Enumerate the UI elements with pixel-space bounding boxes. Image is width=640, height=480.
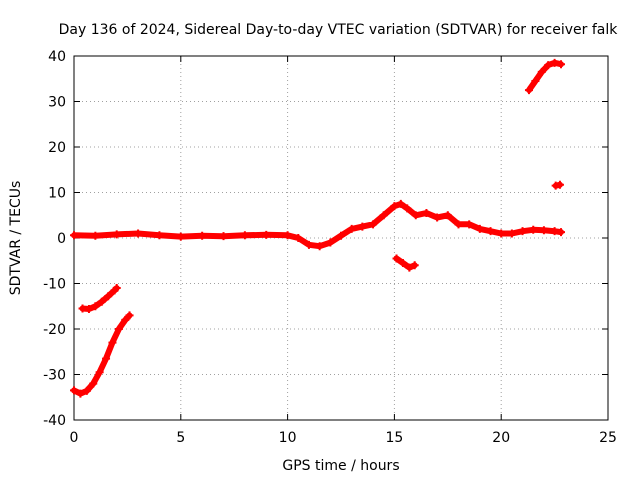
data-point bbox=[112, 230, 121, 239]
grid bbox=[74, 56, 608, 420]
data-point bbox=[262, 230, 271, 239]
y-tick-label: 10 bbox=[48, 186, 66, 202]
data-point bbox=[392, 254, 401, 263]
series-line bbox=[71, 312, 133, 397]
data-point bbox=[82, 386, 91, 395]
data-point bbox=[454, 220, 463, 229]
data-point bbox=[84, 304, 93, 313]
series-line bbox=[526, 59, 564, 94]
data-point bbox=[405, 263, 414, 272]
x-tick-label: 5 bbox=[176, 430, 185, 446]
data-point bbox=[422, 208, 431, 217]
data-point bbox=[433, 213, 442, 222]
chart-title: Day 136 of 2024, Sidereal Day-to-day VTE… bbox=[59, 22, 619, 38]
data-point bbox=[396, 199, 405, 208]
data-point bbox=[379, 211, 388, 220]
x-tick-label: 0 bbox=[70, 430, 79, 446]
data-point bbox=[398, 259, 407, 268]
data-point bbox=[497, 229, 506, 238]
y-tick-label: 40 bbox=[48, 49, 66, 65]
data-point bbox=[531, 77, 540, 86]
series-arc-3 bbox=[70, 199, 566, 251]
data-point bbox=[529, 225, 538, 234]
data-point bbox=[550, 58, 559, 67]
data-point bbox=[557, 228, 566, 237]
series-line bbox=[71, 200, 564, 250]
x-axis-title: GPS time / hours bbox=[282, 458, 399, 474]
data-point bbox=[518, 227, 527, 236]
y-tick-label: -40 bbox=[43, 413, 66, 429]
y-tick-label: 30 bbox=[48, 95, 66, 111]
data-point bbox=[411, 211, 420, 220]
data-point bbox=[390, 202, 399, 211]
data-point bbox=[486, 227, 495, 236]
data-point bbox=[125, 311, 134, 320]
data-point bbox=[337, 231, 345, 240]
data-point bbox=[410, 261, 419, 270]
series-line bbox=[393, 255, 418, 271]
data-point bbox=[403, 204, 412, 213]
data-point bbox=[465, 220, 474, 229]
data-point bbox=[102, 354, 111, 363]
data-point bbox=[155, 231, 164, 240]
data-point bbox=[544, 61, 553, 70]
y-tick-label: 20 bbox=[48, 140, 66, 156]
data-point bbox=[555, 180, 564, 189]
y-axis-title: SDTVAR / TECUs bbox=[8, 181, 24, 296]
data-point bbox=[475, 224, 484, 233]
data-point bbox=[347, 224, 356, 233]
data-point bbox=[294, 234, 303, 242]
data-point bbox=[121, 315, 130, 324]
x-tick-label: 10 bbox=[279, 430, 297, 446]
y-tick-label: 0 bbox=[57, 231, 66, 247]
data-point bbox=[70, 231, 78, 240]
data-points bbox=[70, 58, 566, 398]
series-arc-4 bbox=[392, 254, 419, 272]
x-tick-label: 20 bbox=[492, 430, 510, 446]
data-point bbox=[524, 86, 533, 95]
data-point bbox=[219, 232, 228, 241]
data-point bbox=[112, 284, 121, 293]
ticks: 0 5 10 15 20 25 -40 -30 -20 -10 0 10 20 30 40 bbox=[43, 49, 617, 446]
data-point bbox=[283, 231, 292, 240]
data-point bbox=[240, 231, 249, 240]
data-point bbox=[70, 386, 78, 395]
data-point bbox=[89, 379, 98, 388]
data-point bbox=[114, 325, 123, 333]
data-point bbox=[315, 242, 324, 251]
data-point bbox=[326, 238, 335, 247]
series-arc-5 bbox=[524, 58, 566, 95]
data-point bbox=[358, 222, 367, 231]
series-arc-6 bbox=[551, 180, 564, 190]
data-point bbox=[443, 211, 452, 220]
y-tick-label: -10 bbox=[43, 277, 66, 293]
data-point bbox=[537, 67, 546, 76]
series-arc-1 bbox=[70, 311, 134, 398]
data-point bbox=[91, 302, 100, 311]
data-point bbox=[176, 232, 185, 241]
data-point bbox=[304, 240, 313, 249]
data-point bbox=[507, 229, 516, 238]
data-point bbox=[539, 226, 548, 235]
data-point bbox=[198, 231, 207, 240]
data-point bbox=[557, 60, 566, 69]
data-point bbox=[97, 297, 106, 306]
data-point bbox=[134, 229, 143, 238]
data-point bbox=[76, 389, 85, 398]
y-tick-label: -20 bbox=[43, 322, 66, 338]
data-point bbox=[91, 231, 100, 240]
series-arc-2 bbox=[78, 284, 121, 313]
data-point bbox=[104, 292, 113, 301]
x-tick-label: 15 bbox=[385, 430, 403, 446]
x-tick-label: 25 bbox=[599, 430, 617, 446]
y-tick-label: -30 bbox=[43, 368, 66, 384]
data-point bbox=[108, 338, 117, 347]
data-point bbox=[95, 368, 104, 377]
data-point bbox=[369, 220, 378, 229]
